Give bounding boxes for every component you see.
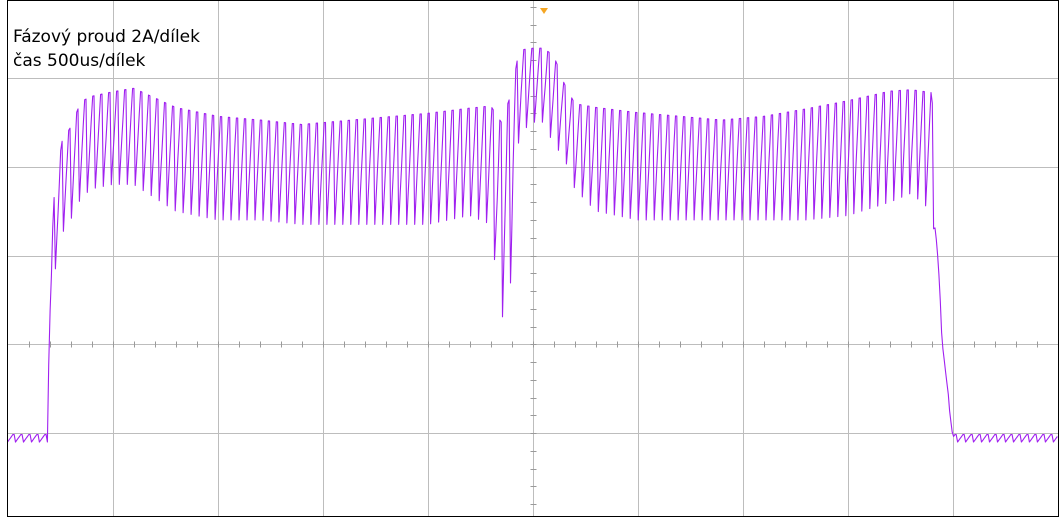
phase-current-trace (7, 47, 1058, 443)
annotation-current-scale: Fázový proud 2A/dílek (13, 27, 200, 47)
annotation-time-scale: čas 500us/dílek (13, 51, 146, 71)
trigger-marker-icon (540, 8, 548, 14)
center-axis-ticks (29, 7, 1038, 505)
